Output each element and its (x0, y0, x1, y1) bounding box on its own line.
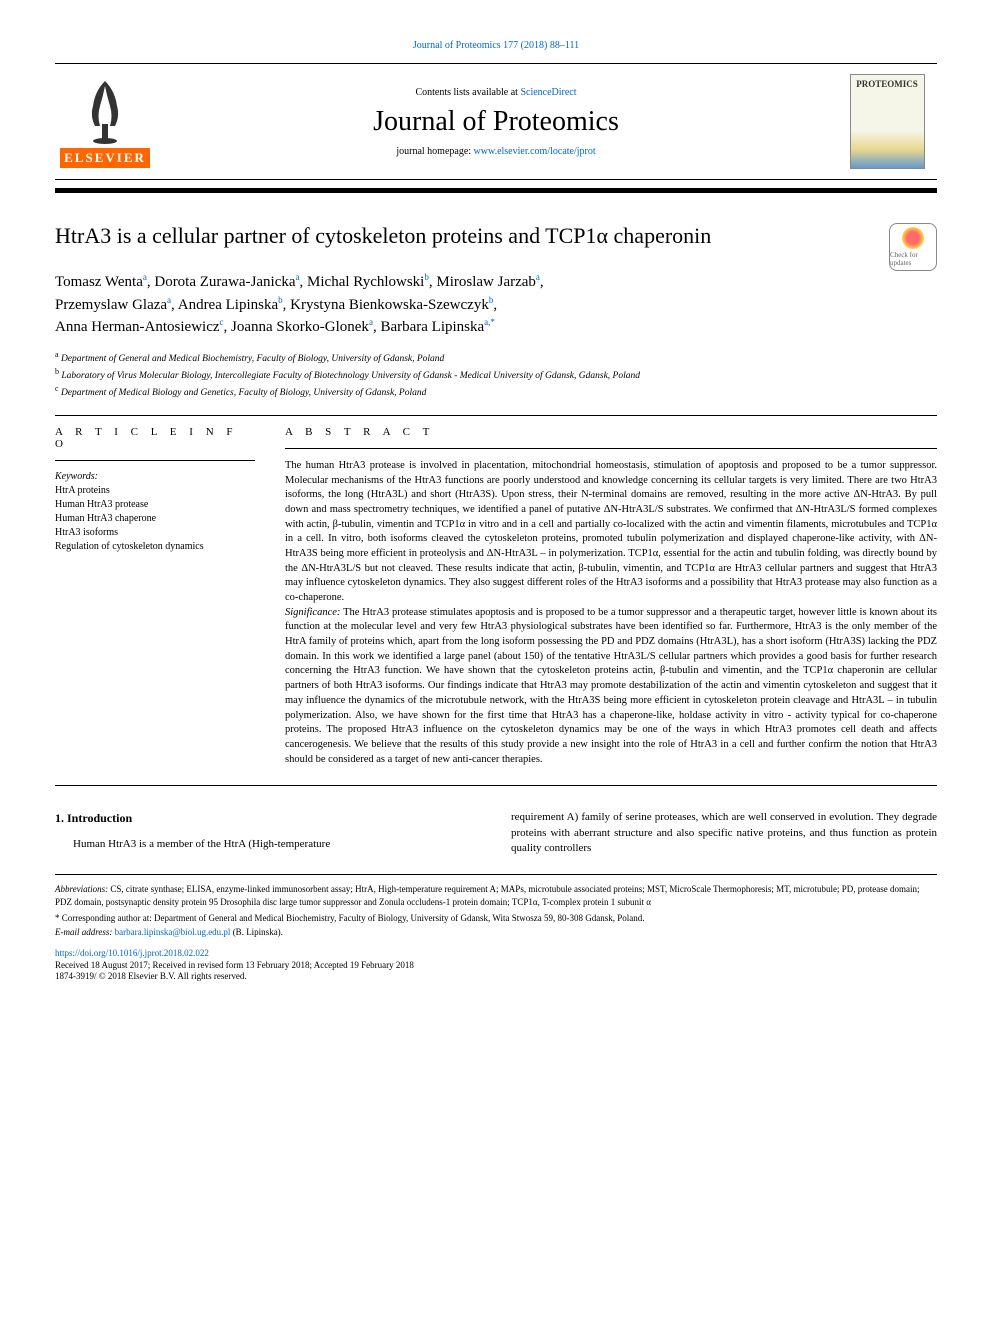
author-aff-sup: a (369, 317, 373, 327)
author-name: Krystyna Bienkowska-Szewczyk (290, 297, 489, 313)
journal-header: ELSEVIER Contents lists available at Sci… (55, 63, 937, 180)
sciencedirect-link[interactable]: ScienceDirect (520, 87, 576, 98)
author: Barbara Lipinskaa,* (380, 319, 494, 335)
author: Tomasz Wentaa (55, 274, 147, 290)
elsevier-logo-block: ELSEVIER (55, 76, 155, 168)
author: Krystyna Bienkowska-Szewczykb (290, 297, 493, 313)
author-name: Michal Rychlowski (307, 274, 424, 290)
abstract-main: The human HtrA3 protease is involved in … (285, 460, 937, 603)
homepage-link[interactable]: www.elsevier.com/locate/jprot (474, 146, 596, 157)
email-link[interactable]: barbara.lipinska@biol.ug.edu.pl (115, 927, 231, 937)
journal-name: Journal of Proteomics (155, 106, 837, 138)
divider (285, 448, 937, 449)
author-name: Barbara Lipinska (380, 319, 484, 335)
homepage-line: journal homepage: www.elsevier.com/locat… (155, 146, 837, 157)
intro-heading: 1. Introduction (55, 810, 481, 827)
significance-label: Significance: (285, 607, 340, 618)
keyword: Human HtrA3 protease (55, 498, 255, 512)
authors-list: Tomasz Wentaa, Dorota Zurawa-Janickaa, M… (55, 271, 937, 339)
updates-badge-label: Check for updates (890, 251, 936, 267)
email-line: E-mail address: barbara.lipinska@biol.ug… (55, 926, 937, 938)
article-title: HtrA3 is a cellular partner of cytoskele… (55, 223, 879, 249)
divider (55, 785, 937, 786)
thick-divider (55, 188, 937, 193)
received-line: Received 18 August 2017; Received in rev… (55, 960, 937, 972)
author-name: Tomasz Wenta (55, 274, 143, 290)
updates-circle-icon (902, 227, 924, 249)
affiliation-b: b Laboratory of Virus Molecular Biology,… (55, 366, 937, 383)
intro-text-right: requirement A) family of serine protease… (511, 810, 937, 856)
divider (55, 460, 255, 461)
abstract-heading: A B S T R A C T (285, 426, 937, 438)
journal-cover-block: PROTEOMICS (837, 74, 937, 169)
doi-link[interactable]: https://doi.org/10.1016/j.jprot.2018.02.… (55, 948, 209, 958)
cover-title: PROTEOMICS (856, 79, 918, 89)
author-name: Andrea Lipinska (178, 297, 278, 313)
info-abstract-row: A R T I C L E I N F O Keywords: HtrA pro… (55, 426, 937, 767)
author-aff-sup: b (278, 295, 283, 305)
author-aff-sup: c (220, 317, 224, 327)
email-label: E-mail address: (55, 927, 112, 937)
keywords-label: Keywords: (55, 471, 255, 482)
footer: https://doi.org/10.1016/j.jprot.2018.02.… (55, 948, 937, 983)
corr-symbol: * (55, 913, 60, 923)
homepage-prefix: journal homepage: (396, 146, 473, 157)
keyword: Human HtrA3 chaperone (55, 512, 255, 526)
author-aff-sup: b (424, 272, 429, 282)
author: Joanna Skorko-Gloneka (231, 319, 373, 335)
author: Anna Herman-Antosiewiczc (55, 319, 224, 335)
contents-line: Contents lists available at ScienceDirec… (155, 87, 837, 98)
corr-text: Corresponding author at: Department of G… (62, 913, 645, 923)
introduction-section: 1. Introduction Human HtrA3 is a member … (55, 810, 937, 856)
intro-col-left: 1. Introduction Human HtrA3 is a member … (55, 810, 481, 856)
article-info-heading: A R T I C L E I N F O (55, 426, 255, 450)
author-name: Miroslaw Jarzab (436, 274, 536, 290)
keyword: HtrA proteins (55, 484, 255, 498)
author-name: Joanna Skorko-Glonek (231, 319, 369, 335)
affiliation-a: a Department of General and Medical Bioc… (55, 349, 937, 366)
author: Miroslaw Jarzaba (436, 274, 540, 290)
abbreviations: Abbreviations: CS, citrate synthase; ELI… (55, 883, 937, 907)
keywords-list: HtrA proteins Human HtrA3 protease Human… (55, 484, 255, 554)
author-name: Przemyslaw Glaza (55, 297, 167, 313)
author-aff-sup: b (489, 295, 494, 305)
author: Przemyslaw Glazaa (55, 297, 171, 313)
abbrev-text: CS, citrate synthase; ELISA, enzyme-link… (55, 884, 920, 906)
contents-prefix: Contents lists available at (415, 87, 520, 98)
abstract-body: The human HtrA3 protease is involved in … (285, 459, 937, 767)
affiliation-c: c Department of Medical Biology and Gene… (55, 383, 937, 400)
affiliations: a Department of General and Medical Bioc… (55, 349, 937, 401)
author: Dorota Zurawa-Janickaa (154, 274, 299, 290)
author: Michal Rychlowskib (307, 274, 429, 290)
author-aff-sup: a (296, 272, 300, 282)
check-updates-badge[interactable]: Check for updates (889, 223, 937, 271)
author-name: Dorota Zurawa-Janicka (154, 274, 295, 290)
footnotes: Abbreviations: CS, citrate synthase; ELI… (55, 874, 937, 938)
intro-text-left: Human HtrA3 is a member of the HtrA (Hig… (55, 837, 481, 852)
keyword: HtrA3 isoforms (55, 526, 255, 540)
article-info-col: A R T I C L E I N F O Keywords: HtrA pro… (55, 426, 255, 767)
journal-cover-icon: PROTEOMICS (850, 74, 925, 169)
abbrev-label: Abbreviations: (55, 884, 108, 894)
issn-line: 1874-3919/ © 2018 Elsevier B.V. All righ… (55, 971, 937, 983)
journal-issue-link[interactable]: Journal of Proteomics 177 (2018) 88–111 (55, 40, 937, 51)
header-center: Contents lists available at ScienceDirec… (155, 87, 837, 157)
keyword: Regulation of cytoskeleton dynamics (55, 540, 255, 554)
author-name: Anna Herman-Antosiewicz (55, 319, 220, 335)
author-aff-sup: a (143, 272, 147, 282)
elsevier-label: ELSEVIER (60, 148, 150, 168)
abstract-col: A B S T R A C T The human HtrA3 protease… (285, 426, 937, 767)
divider (55, 415, 937, 416)
author-aff-sup: a (536, 272, 540, 282)
author-aff-sup: a (167, 295, 171, 305)
author-aff-sup: a,* (484, 317, 495, 327)
significance-body: The HtrA3 protease stimulates apoptosis … (285, 607, 937, 765)
corresponding-author: * Corresponding author at: Department of… (55, 912, 937, 924)
author: Andrea Lipinskab (178, 297, 283, 313)
intro-col-right: requirement A) family of serine protease… (511, 810, 937, 856)
elsevier-tree-icon (75, 76, 135, 146)
email-name: (B. Lipinska). (233, 927, 283, 937)
